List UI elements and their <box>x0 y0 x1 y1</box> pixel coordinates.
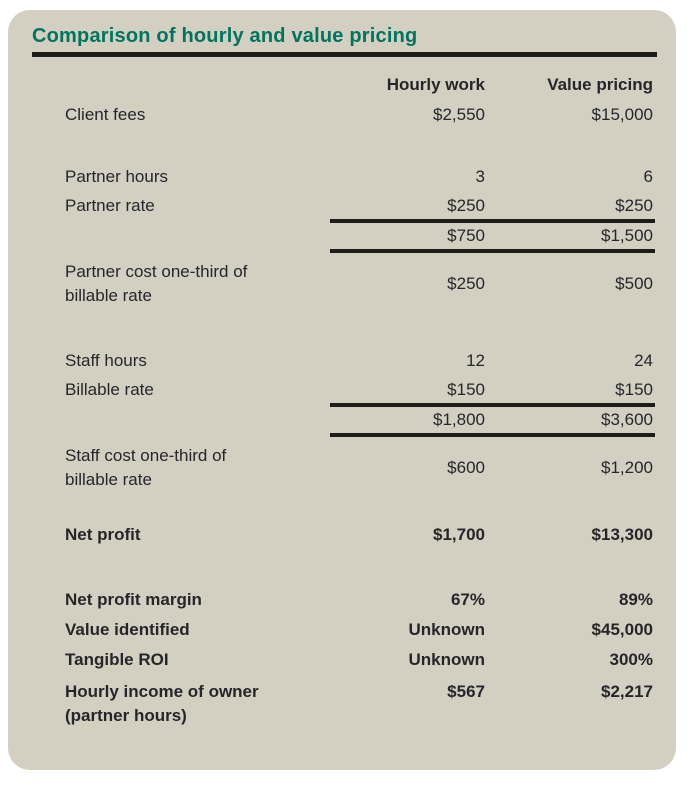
table-row-staff-subtotal: $1,800 $3,600 <box>65 410 653 430</box>
row-label: Client fees <box>65 105 146 124</box>
page-title: Comparison of hourly and value pricing <box>32 25 418 47</box>
hourly-value: 3 <box>475 167 485 186</box>
value-pricing-value: 300% <box>609 650 653 669</box>
hourly-value: $1,800 <box>433 410 485 429</box>
hourly-value: $150 <box>447 380 485 399</box>
table-row-staff-cost: Staff cost one-third of billable rate $6… <box>65 444 653 492</box>
value-pricing-value: 89% <box>618 590 653 609</box>
subtotal-rule <box>330 403 655 407</box>
pricing-table: Hourly work Value pricing Client fees $2… <box>65 75 655 728</box>
value-pricing-value: $45,000 <box>591 620 653 639</box>
hourly-value: $750 <box>447 226 485 245</box>
pricing-comparison-card: Comparison of hourly and value pricing H… <box>8 10 676 770</box>
value-pricing-value: $15,000 <box>591 105 653 124</box>
table-header-row: Hourly work Value pricing <box>65 75 653 95</box>
table-row-value-identified: Value identified Unknown $45,000 <box>65 620 653 640</box>
hourly-value: $1,700 <box>433 525 485 544</box>
hourly-value: $567 <box>447 682 485 701</box>
column-header-hourly-work: Hourly work <box>386 75 485 94</box>
row-label: Staff cost one-third of billable rate <box>65 444 330 492</box>
row-label: Staff hours <box>65 351 147 370</box>
row-label: Partner rate <box>65 196 155 215</box>
table-row-net-profit: Net profit $1,700 $13,300 <box>65 525 653 545</box>
row-label: Billable rate <box>65 380 154 399</box>
table-row-staff-hours: Staff hours 12 24 <box>65 351 653 371</box>
hourly-value: $600 <box>447 458 485 477</box>
table-row-client-fees: Client fees $2,550 $15,000 <box>65 105 653 125</box>
subtotal-rule <box>330 433 655 437</box>
value-pricing-value: $3,600 <box>601 410 653 429</box>
hourly-value: 12 <box>466 351 485 370</box>
row-label-line2: billable rate <box>65 470 152 489</box>
value-pricing-value: $1,200 <box>601 458 653 477</box>
table-row-partner-rate: Partner rate $250 $250 <box>65 196 653 216</box>
row-label-line1: Staff cost one-third of <box>65 446 227 465</box>
row-label: Partner hours <box>65 167 168 186</box>
value-pricing-value: $250 <box>615 196 653 215</box>
table-row-billable-rate: Billable rate $150 $150 <box>65 380 653 400</box>
table-row-hourly-income: Hourly income of owner (partner hours) $… <box>65 680 653 728</box>
value-pricing-value: $500 <box>615 274 653 293</box>
hourly-value: Unknown <box>408 620 486 639</box>
row-label: Net profit <box>65 525 141 544</box>
table-row-net-profit-margin: Net profit margin 67% 89% <box>65 590 653 610</box>
hourly-value: Unknown <box>408 650 486 669</box>
hourly-value: $250 <box>447 274 485 293</box>
row-label-line2: (partner hours) <box>65 706 187 725</box>
table-row-partner-subtotal: $750 $1,500 <box>65 226 653 246</box>
column-header-value-pricing: Value pricing <box>547 75 653 94</box>
row-label-line1: Partner cost one-third of <box>65 262 248 281</box>
value-pricing-value: $2,217 <box>601 682 653 701</box>
table-row-partner-hours: Partner hours 3 6 <box>65 167 653 187</box>
table-row-partner-cost: Partner cost one-third of billable rate … <box>65 260 653 308</box>
value-pricing-value: 24 <box>634 351 653 370</box>
value-pricing-value: $150 <box>615 380 653 399</box>
title-underline <box>32 52 657 57</box>
row-label: Net profit margin <box>65 590 202 609</box>
value-pricing-value: 6 <box>643 167 653 186</box>
hourly-value: $2,550 <box>433 105 485 124</box>
hourly-value: $250 <box>447 196 485 215</box>
row-label: Hourly income of owner (partner hours) <box>65 680 330 728</box>
hourly-value: 67% <box>450 590 485 609</box>
subtotal-rule <box>330 219 655 223</box>
row-label-line1: Hourly income of owner <box>65 682 259 701</box>
row-label: Tangible ROI <box>65 650 169 669</box>
table-row-tangible-roi: Tangible ROI Unknown 300% <box>65 650 653 670</box>
row-label: Partner cost one-third of billable rate <box>65 260 330 308</box>
row-label-line2: billable rate <box>65 286 152 305</box>
subtotal-rule <box>330 249 655 253</box>
value-pricing-value: $1,500 <box>601 226 653 245</box>
value-pricing-value: $13,300 <box>591 525 653 544</box>
row-label: Value identified <box>65 620 190 639</box>
